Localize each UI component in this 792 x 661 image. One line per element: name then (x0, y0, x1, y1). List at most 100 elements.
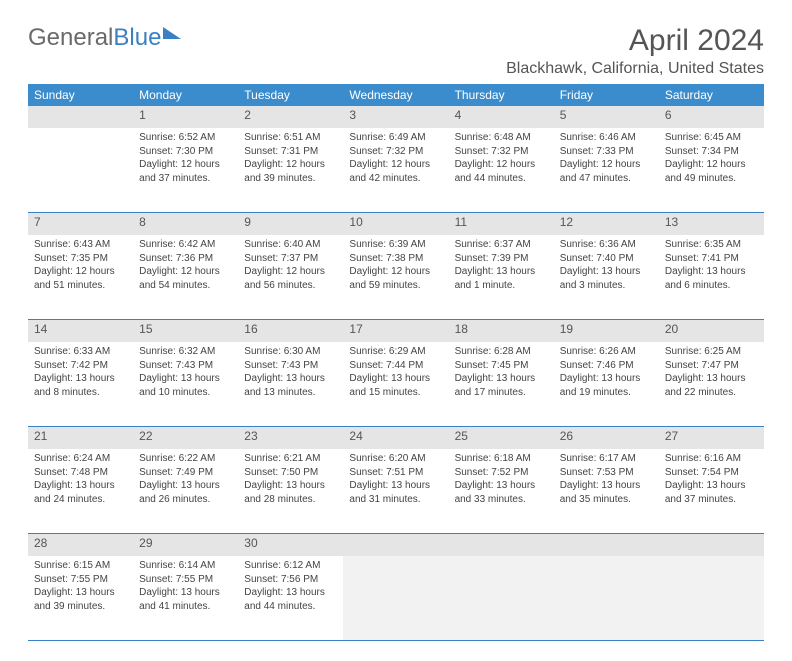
day-content-row: Sunrise: 6:52 AMSunset: 7:30 PMDaylight:… (28, 128, 764, 213)
day-cell: Sunrise: 6:21 AMSunset: 7:50 PMDaylight:… (238, 449, 343, 512)
daylight-line: Daylight: 13 hours and 15 minutes. (349, 372, 442, 399)
title-block: April 2024 Blackhawk, California, United… (506, 24, 764, 78)
weekday-header: Monday (133, 84, 238, 106)
empty-day-cell (343, 556, 448, 641)
empty-day-cell (554, 556, 659, 641)
daylight-line: Daylight: 13 hours and 44 minutes. (244, 586, 337, 613)
empty-day-number (554, 534, 659, 557)
sunrise-line: Sunrise: 6:26 AM (560, 345, 653, 359)
day-number-row: 282930 (28, 534, 764, 557)
daylight-line: Daylight: 13 hours and 22 minutes. (665, 372, 758, 399)
sunset-line: Sunset: 7:55 PM (139, 573, 232, 587)
sunset-line: Sunset: 7:32 PM (349, 145, 442, 159)
day-cell: Sunrise: 6:20 AMSunset: 7:51 PMDaylight:… (343, 449, 448, 512)
daylight-line: Daylight: 12 hours and 44 minutes. (455, 158, 548, 185)
daylight-line: Daylight: 13 hours and 19 minutes. (560, 372, 653, 399)
sunset-line: Sunset: 7:33 PM (560, 145, 653, 159)
daylight-line: Daylight: 12 hours and 37 minutes. (139, 158, 232, 185)
sunset-line: Sunset: 7:40 PM (560, 252, 653, 266)
logo-text-1: General (28, 24, 113, 52)
daylight-line: Daylight: 13 hours and 10 minutes. (139, 372, 232, 399)
sunset-line: Sunset: 7:50 PM (244, 466, 337, 480)
sunset-line: Sunset: 7:56 PM (244, 573, 337, 587)
sunset-line: Sunset: 7:41 PM (665, 252, 758, 266)
sunrise-line: Sunrise: 6:39 AM (349, 238, 442, 252)
sunrise-line: Sunrise: 6:16 AM (665, 452, 758, 466)
sunset-line: Sunset: 7:43 PM (244, 359, 337, 373)
day-number: 3 (343, 106, 448, 128)
sunrise-line: Sunrise: 6:24 AM (34, 452, 127, 466)
day-cell: Sunrise: 6:42 AMSunset: 7:36 PMDaylight:… (133, 235, 238, 298)
empty-day-cell (449, 556, 554, 641)
month-title: April 2024 (506, 24, 764, 58)
daylight-line: Daylight: 12 hours and 56 minutes. (244, 265, 337, 292)
day-cell: Sunrise: 6:17 AMSunset: 7:53 PMDaylight:… (554, 449, 659, 512)
sunrise-line: Sunrise: 6:37 AM (455, 238, 548, 252)
daylight-line: Daylight: 13 hours and 28 minutes. (244, 479, 337, 506)
sunrise-line: Sunrise: 6:12 AM (244, 559, 337, 573)
day-number: 28 (28, 534, 133, 557)
day-number: 24 (343, 427, 448, 450)
sunrise-line: Sunrise: 6:42 AM (139, 238, 232, 252)
daylight-line: Daylight: 13 hours and 13 minutes. (244, 372, 337, 399)
day-cell: Sunrise: 6:24 AMSunset: 7:48 PMDaylight:… (28, 449, 133, 512)
sunrise-line: Sunrise: 6:48 AM (455, 131, 548, 145)
day-cell: Sunrise: 6:43 AMSunset: 7:35 PMDaylight:… (28, 235, 133, 298)
daylight-line: Daylight: 12 hours and 42 minutes. (349, 158, 442, 185)
day-cell: Sunrise: 6:46 AMSunset: 7:33 PMDaylight:… (554, 128, 659, 191)
sunset-line: Sunset: 7:54 PM (665, 466, 758, 480)
weekday-header: Tuesday (238, 84, 343, 106)
empty-day-number (659, 534, 764, 557)
sunrise-line: Sunrise: 6:43 AM (34, 238, 127, 252)
day-number: 16 (238, 320, 343, 343)
sunrise-line: Sunrise: 6:46 AM (560, 131, 653, 145)
day-cell: Sunrise: 6:52 AMSunset: 7:30 PMDaylight:… (133, 128, 238, 191)
sunset-line: Sunset: 7:37 PM (244, 252, 337, 266)
empty-day-cell (659, 556, 764, 641)
day-number-row: 78910111213 (28, 213, 764, 236)
sunrise-line: Sunrise: 6:20 AM (349, 452, 442, 466)
day-number-row: 123456 (28, 106, 764, 128)
day-cell: Sunrise: 6:40 AMSunset: 7:37 PMDaylight:… (238, 235, 343, 298)
day-number: 12 (554, 213, 659, 236)
day-number: 21 (28, 427, 133, 450)
daylight-line: Daylight: 13 hours and 26 minutes. (139, 479, 232, 506)
weekday-header: Saturday (659, 84, 764, 106)
sunset-line: Sunset: 7:46 PM (560, 359, 653, 373)
header: GeneralBlue April 2024 Blackhawk, Califo… (28, 24, 764, 78)
empty-day-number (343, 534, 448, 557)
day-cell: Sunrise: 6:45 AMSunset: 7:34 PMDaylight:… (659, 128, 764, 191)
day-cell: Sunrise: 6:39 AMSunset: 7:38 PMDaylight:… (343, 235, 448, 298)
day-number: 8 (133, 213, 238, 236)
calendar-body: 123456Sunrise: 6:52 AMSunset: 7:30 PMDay… (28, 106, 764, 641)
day-number: 25 (449, 427, 554, 450)
sunset-line: Sunset: 7:43 PM (139, 359, 232, 373)
daylight-line: Daylight: 12 hours and 51 minutes. (34, 265, 127, 292)
day-number: 17 (343, 320, 448, 343)
day-content-row: Sunrise: 6:43 AMSunset: 7:35 PMDaylight:… (28, 235, 764, 320)
day-cell: Sunrise: 6:18 AMSunset: 7:52 PMDaylight:… (449, 449, 554, 512)
day-cell: Sunrise: 6:36 AMSunset: 7:40 PMDaylight:… (554, 235, 659, 298)
daylight-line: Daylight: 12 hours and 59 minutes. (349, 265, 442, 292)
day-content-row: Sunrise: 6:33 AMSunset: 7:42 PMDaylight:… (28, 342, 764, 427)
sunset-line: Sunset: 7:42 PM (34, 359, 127, 373)
day-cell: Sunrise: 6:48 AMSunset: 7:32 PMDaylight:… (449, 128, 554, 191)
daylight-line: Daylight: 12 hours and 54 minutes. (139, 265, 232, 292)
daylight-line: Daylight: 13 hours and 8 minutes. (34, 372, 127, 399)
weekday-header-row: SundayMondayTuesdayWednesdayThursdayFrid… (28, 84, 764, 106)
day-number: 30 (238, 534, 343, 557)
calendar-table: SundayMondayTuesdayWednesdayThursdayFrid… (28, 84, 764, 641)
sunrise-line: Sunrise: 6:36 AM (560, 238, 653, 252)
sunrise-line: Sunrise: 6:33 AM (34, 345, 127, 359)
empty-day-number (449, 534, 554, 557)
weekday-header: Sunday (28, 84, 133, 106)
daylight-line: Daylight: 13 hours and 33 minutes. (455, 479, 548, 506)
day-number-row: 14151617181920 (28, 320, 764, 343)
sunrise-line: Sunrise: 6:29 AM (349, 345, 442, 359)
sunrise-line: Sunrise: 6:25 AM (665, 345, 758, 359)
day-cell: Sunrise: 6:14 AMSunset: 7:55 PMDaylight:… (133, 556, 238, 619)
day-number: 19 (554, 320, 659, 343)
weekday-header: Friday (554, 84, 659, 106)
sunset-line: Sunset: 7:45 PM (455, 359, 548, 373)
day-number: 23 (238, 427, 343, 450)
